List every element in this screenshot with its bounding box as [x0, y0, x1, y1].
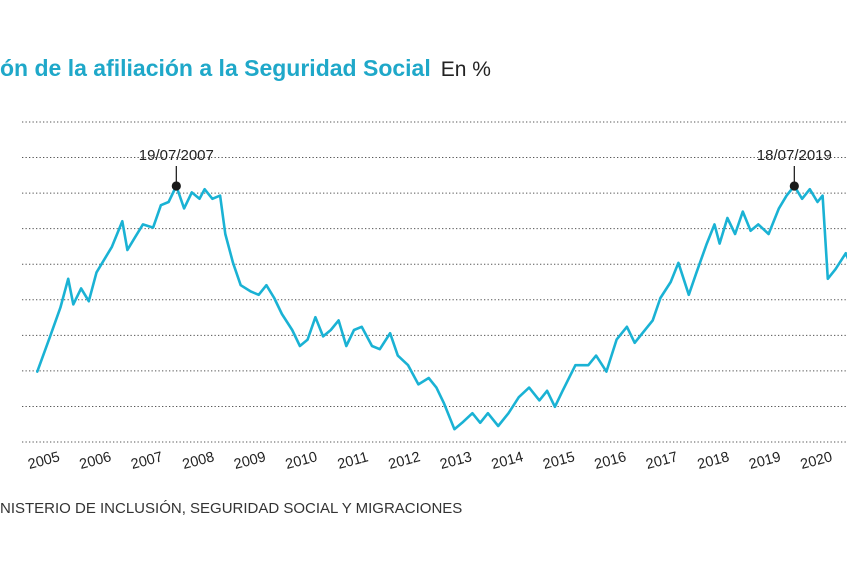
x-tick-label: 2009 — [232, 449, 267, 473]
annotation-marker — [789, 181, 799, 191]
x-tick-label: 2011 — [336, 449, 370, 473]
x-tick-label: 2006 — [78, 449, 113, 473]
annotation-label: 19/07/2007 — [139, 147, 214, 164]
x-tick-label: 2020 — [799, 449, 834, 473]
x-tick-label: 2014 — [490, 449, 525, 473]
x-tick-label: 2015 — [541, 449, 576, 473]
chart-title: ón de la afiliación a la Seguridad Socia… — [0, 55, 491, 82]
x-tick-label: 2007 — [129, 449, 164, 473]
annotation-marker — [171, 181, 181, 191]
series-line — [36, 184, 847, 431]
x-tick-label: 2016 — [593, 449, 628, 473]
source-note: NISTERIO DE INCLUSIÓN, SEGURIDAD SOCIAL … — [0, 500, 463, 517]
x-tick-label: 2013 — [438, 449, 473, 473]
x-tick-label: 2019 — [747, 449, 782, 473]
x-tick-label: 2005 — [26, 449, 61, 473]
x-tick-label: 2012 — [387, 449, 422, 473]
chart-unit-label: En % — [440, 58, 491, 81]
x-tick-label: 2017 — [644, 449, 679, 473]
x-tick-label: 2010 — [284, 449, 319, 473]
x-tick-label: 2008 — [181, 449, 216, 473]
x-tick-label: 2018 — [696, 449, 731, 473]
chart-title-text: ón de la afiliación a la Seguridad Socia… — [0, 55, 431, 81]
annotation-label: 18/07/2019 — [757, 147, 832, 164]
